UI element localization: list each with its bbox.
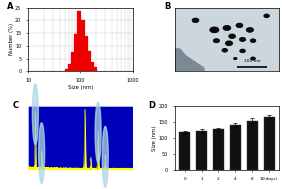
Text: D: D bbox=[148, 101, 155, 110]
Y-axis label: Number (%): Number (%) bbox=[9, 23, 14, 56]
Circle shape bbox=[223, 26, 230, 30]
Circle shape bbox=[222, 49, 227, 52]
Bar bbox=[230, 125, 241, 170]
Circle shape bbox=[95, 102, 101, 163]
Circle shape bbox=[240, 49, 245, 52]
Circle shape bbox=[251, 57, 255, 60]
Circle shape bbox=[222, 49, 227, 52]
Bar bbox=[213, 129, 224, 170]
Circle shape bbox=[213, 39, 219, 42]
Circle shape bbox=[251, 57, 255, 60]
Bar bbox=[77, 11, 81, 71]
Circle shape bbox=[236, 23, 243, 27]
Circle shape bbox=[102, 126, 108, 187]
Circle shape bbox=[39, 123, 45, 184]
Polygon shape bbox=[175, 49, 204, 71]
Circle shape bbox=[250, 39, 255, 42]
Circle shape bbox=[210, 27, 219, 33]
Text: C: C bbox=[12, 101, 19, 110]
Circle shape bbox=[247, 28, 253, 32]
X-axis label: (keV): (keV) bbox=[73, 184, 87, 188]
Bar bbox=[86, 51, 91, 71]
X-axis label: Size (nm): Size (nm) bbox=[68, 85, 93, 90]
Circle shape bbox=[234, 58, 237, 59]
Circle shape bbox=[240, 38, 245, 41]
Text: 200 nm: 200 nm bbox=[244, 59, 260, 63]
Bar bbox=[264, 117, 275, 170]
Y-axis label: Size (nm): Size (nm) bbox=[152, 125, 157, 151]
Bar bbox=[74, 34, 78, 71]
Circle shape bbox=[234, 58, 237, 59]
Circle shape bbox=[226, 41, 232, 45]
Circle shape bbox=[264, 14, 269, 17]
Text: B: B bbox=[164, 2, 171, 12]
Bar bbox=[89, 62, 94, 71]
Circle shape bbox=[251, 39, 255, 42]
Circle shape bbox=[226, 41, 232, 45]
Circle shape bbox=[240, 50, 245, 52]
Circle shape bbox=[237, 24, 242, 27]
Bar bbox=[80, 20, 85, 71]
Bar bbox=[68, 64, 72, 71]
Bar bbox=[179, 132, 190, 170]
Bar bbox=[65, 69, 69, 71]
Text: A: A bbox=[7, 2, 14, 12]
Circle shape bbox=[193, 19, 199, 22]
Bar bbox=[93, 67, 97, 71]
Circle shape bbox=[229, 34, 235, 38]
Bar bbox=[83, 36, 88, 71]
Circle shape bbox=[210, 27, 218, 32]
Circle shape bbox=[32, 84, 38, 145]
Circle shape bbox=[246, 28, 253, 32]
Circle shape bbox=[264, 14, 269, 17]
Bar bbox=[71, 52, 75, 71]
Bar bbox=[196, 131, 207, 170]
Circle shape bbox=[240, 38, 245, 41]
Circle shape bbox=[229, 34, 235, 38]
Circle shape bbox=[224, 26, 230, 30]
Circle shape bbox=[214, 39, 219, 42]
Circle shape bbox=[192, 18, 199, 22]
Bar bbox=[247, 121, 258, 170]
